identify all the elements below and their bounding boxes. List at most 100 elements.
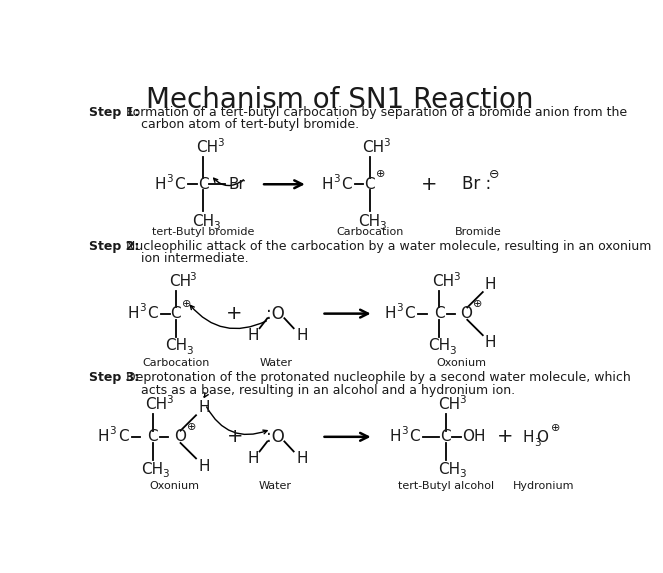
Text: 3: 3 bbox=[333, 174, 339, 184]
Text: Nucleophilic attack of the carbocation by a water molecule, resulting in an oxon: Nucleophilic attack of the carbocation b… bbox=[126, 240, 652, 253]
Text: 3: 3 bbox=[534, 438, 541, 448]
Text: 3: 3 bbox=[383, 138, 390, 148]
Text: C: C bbox=[174, 176, 185, 192]
Text: C: C bbox=[440, 429, 451, 444]
Text: acts as a base, resulting in an alcohol and a hydronium ion.: acts as a base, resulting in an alcohol … bbox=[141, 384, 515, 397]
Text: 3: 3 bbox=[213, 221, 219, 231]
Text: +: + bbox=[497, 427, 514, 446]
Text: ⊖: ⊖ bbox=[489, 168, 499, 180]
Text: H: H bbox=[154, 176, 166, 192]
Text: 3: 3 bbox=[190, 272, 196, 282]
Text: CH: CH bbox=[145, 397, 168, 412]
Text: H: H bbox=[296, 328, 308, 343]
Text: 3: 3 bbox=[166, 174, 173, 184]
Text: O: O bbox=[536, 430, 548, 445]
Text: H: H bbox=[127, 306, 139, 321]
Text: tert-Butyl bromide: tert-Butyl bromide bbox=[152, 226, 254, 237]
Text: Mechanism of SN1 Reaction: Mechanism of SN1 Reaction bbox=[146, 86, 533, 113]
Text: ⊕: ⊕ bbox=[551, 422, 560, 433]
Text: H: H bbox=[247, 451, 259, 466]
Text: Br: Br bbox=[229, 176, 245, 192]
Text: 3: 3 bbox=[186, 346, 192, 356]
Text: +: + bbox=[227, 427, 243, 446]
Text: C: C bbox=[147, 306, 158, 321]
Text: CH: CH bbox=[438, 397, 461, 412]
Text: C: C bbox=[170, 306, 181, 321]
Text: Br :: Br : bbox=[462, 175, 491, 193]
Text: Step 3:: Step 3: bbox=[89, 371, 139, 384]
FancyArrowPatch shape bbox=[204, 393, 208, 397]
Text: CH: CH bbox=[363, 140, 385, 155]
Text: H: H bbox=[322, 176, 333, 192]
Text: Carbocation: Carbocation bbox=[336, 226, 403, 237]
Text: Oxonium: Oxonium bbox=[149, 481, 200, 490]
Text: H: H bbox=[522, 430, 534, 445]
Text: :O: :O bbox=[266, 305, 284, 323]
Text: ⊕: ⊕ bbox=[473, 299, 483, 309]
Text: ion intermediate.: ion intermediate. bbox=[141, 252, 249, 265]
Text: O: O bbox=[174, 429, 186, 444]
Text: 3: 3 bbox=[459, 395, 466, 405]
Text: H: H bbox=[198, 458, 210, 473]
Text: Oxonium: Oxonium bbox=[436, 358, 486, 367]
Text: CH: CH bbox=[428, 339, 450, 354]
Text: C: C bbox=[409, 429, 420, 444]
Text: H: H bbox=[247, 328, 259, 343]
Text: Hydronium: Hydronium bbox=[513, 481, 575, 490]
Text: C: C bbox=[198, 176, 208, 192]
FancyArrowPatch shape bbox=[207, 407, 267, 434]
Text: CH: CH bbox=[196, 140, 218, 155]
Text: 3: 3 bbox=[459, 469, 466, 479]
Text: Carbocation: Carbocation bbox=[142, 358, 210, 367]
Text: C: C bbox=[341, 176, 351, 192]
Text: CH: CH bbox=[165, 339, 187, 354]
Text: 3: 3 bbox=[109, 426, 115, 437]
Text: 3: 3 bbox=[453, 272, 459, 282]
Text: tert-Butyl alcohol: tert-Butyl alcohol bbox=[398, 481, 494, 490]
Text: Deprotonation of the protonated nucleophile by a second water molecule, which: Deprotonation of the protonated nucleoph… bbox=[126, 371, 631, 384]
FancyArrowPatch shape bbox=[190, 305, 267, 328]
Text: CH: CH bbox=[438, 462, 461, 477]
Text: H: H bbox=[296, 451, 308, 466]
Text: 3: 3 bbox=[401, 426, 408, 437]
Text: H: H bbox=[389, 429, 401, 444]
Text: CH: CH bbox=[359, 214, 381, 229]
Text: :O: :O bbox=[266, 428, 284, 446]
Text: 3: 3 bbox=[450, 346, 456, 356]
Text: C: C bbox=[118, 429, 129, 444]
Text: Water: Water bbox=[259, 481, 292, 490]
Text: Step 1:: Step 1: bbox=[89, 106, 139, 119]
Text: +: + bbox=[421, 175, 438, 194]
Text: 3: 3 bbox=[166, 395, 173, 405]
Text: 3: 3 bbox=[217, 138, 223, 148]
Text: H: H bbox=[198, 400, 210, 415]
Text: H: H bbox=[485, 277, 497, 292]
Text: C: C bbox=[404, 306, 415, 321]
FancyArrowPatch shape bbox=[213, 178, 243, 186]
Text: +: + bbox=[225, 304, 242, 323]
Text: ⊕: ⊕ bbox=[376, 169, 385, 179]
Text: CH: CH bbox=[168, 274, 191, 289]
Text: Bromide: Bromide bbox=[455, 226, 501, 237]
Text: C: C bbox=[434, 306, 445, 321]
Text: C: C bbox=[147, 429, 158, 444]
Text: Water: Water bbox=[260, 358, 293, 367]
Text: CH: CH bbox=[192, 214, 214, 229]
Text: O: O bbox=[461, 306, 473, 321]
Text: Step 2:: Step 2: bbox=[89, 240, 139, 253]
Text: 3: 3 bbox=[139, 303, 146, 313]
Text: H: H bbox=[485, 335, 497, 350]
Text: carbon atom of tert-butyl bromide.: carbon atom of tert-butyl bromide. bbox=[141, 118, 359, 131]
Text: ⊕: ⊕ bbox=[187, 422, 196, 432]
Text: CH: CH bbox=[142, 462, 164, 477]
Text: OH: OH bbox=[461, 429, 485, 444]
Text: ⊕: ⊕ bbox=[182, 299, 192, 309]
Text: H: H bbox=[384, 306, 396, 321]
Text: Formation of a tert-butyl carbocation by separation of a bromide anion from the: Formation of a tert-butyl carbocation by… bbox=[126, 106, 627, 119]
Text: 3: 3 bbox=[162, 469, 169, 479]
Text: H: H bbox=[97, 429, 109, 444]
Text: C: C bbox=[364, 176, 375, 192]
Text: 3: 3 bbox=[379, 221, 386, 231]
Text: CH: CH bbox=[432, 274, 454, 289]
Text: 3: 3 bbox=[396, 303, 402, 313]
